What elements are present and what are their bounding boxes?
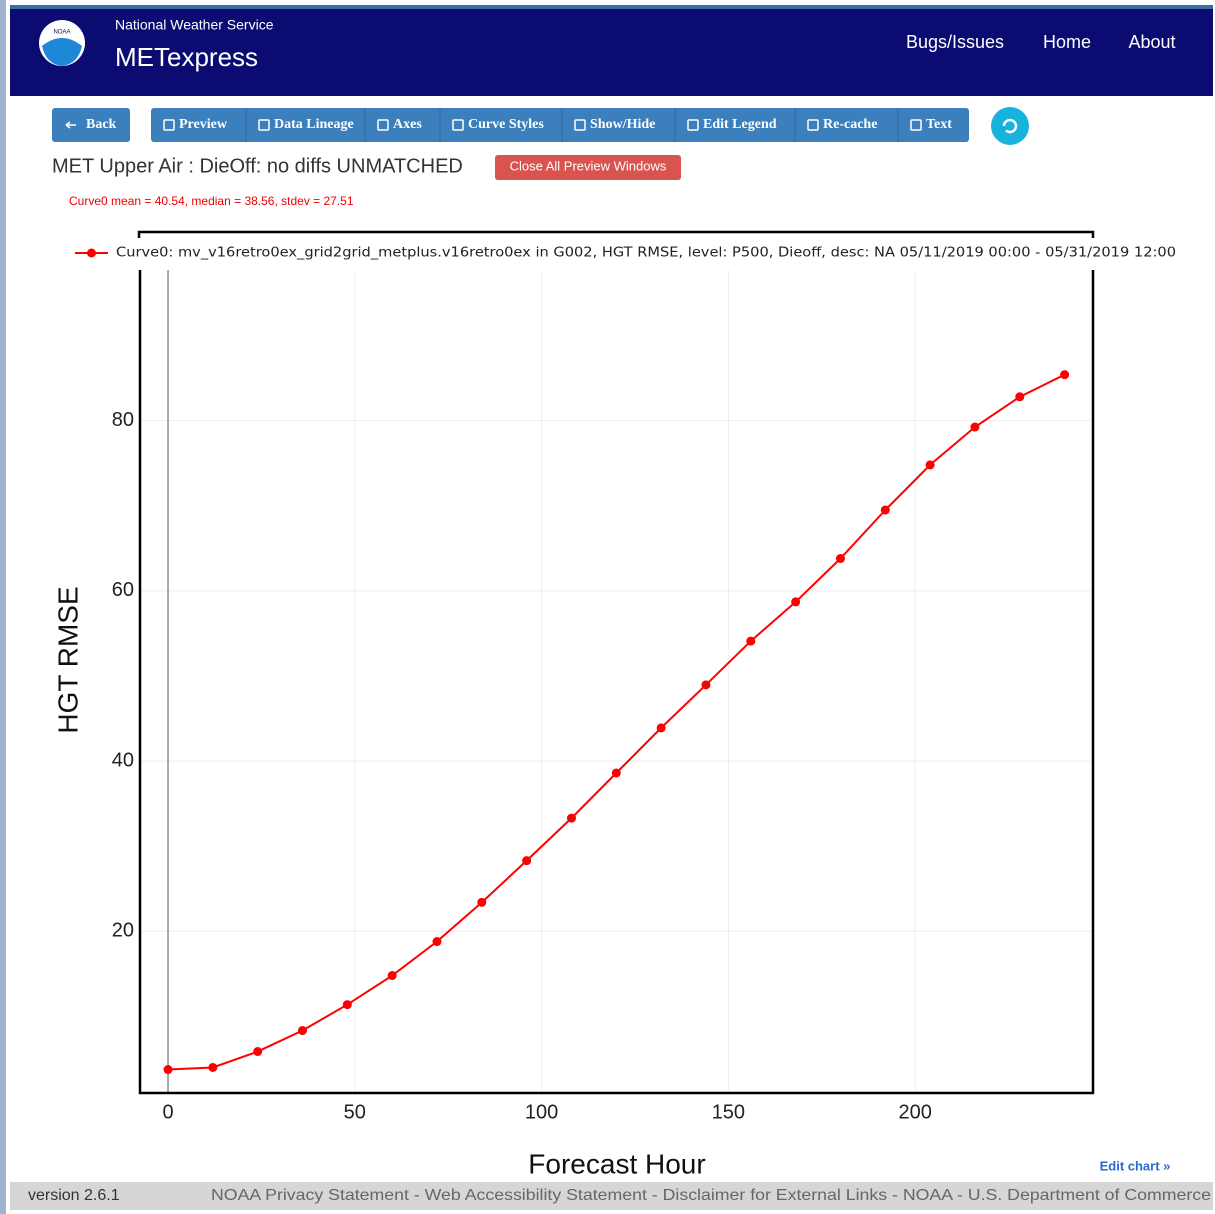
nav-link[interactable]: Home: [1043, 32, 1091, 52]
data-point: [298, 1026, 308, 1036]
logo-wave: [42, 38, 82, 66]
button-icon: [377, 119, 389, 131]
legend-marker: [87, 248, 96, 258]
chart: 20 40 60 80 0 50 100 150 200 Forecast Hour HGT RMS…: [52, 230, 1176, 1179]
data-point: [701, 680, 711, 690]
data-point: [1060, 370, 1070, 380]
x-tick-label: 150: [712, 1101, 745, 1123]
button-icon: [163, 119, 175, 131]
footer-links[interactable]: NOAA Privacy Statement - Web Accessibili…: [211, 1187, 1211, 1204]
data-point: [925, 460, 935, 470]
y-tick-label: 20: [112, 920, 134, 942]
logo-text: NOAA: [53, 30, 70, 36]
back-button[interactable]: [52, 108, 130, 142]
y-axis-title: HGT RMSE: [52, 586, 83, 733]
data-point: [253, 1047, 263, 1057]
data-point: [208, 1062, 218, 1072]
stats-text: Curve0 mean = 40.54, median = 38.56, std…: [69, 194, 354, 208]
y-tick-label: 80: [112, 409, 134, 431]
close-button[interactable]: [495, 155, 681, 180]
data-point: [835, 554, 845, 564]
toolbar: Preview Data Lineage Axes Curve Styles Show/…: [151, 108, 969, 142]
data-point: [387, 971, 397, 981]
version: version 2.6.1: [28, 1187, 120, 1204]
left-edge: [0, 0, 6, 1214]
nav-link[interactable]: Bugs/Issues: [906, 32, 1004, 52]
edit-chart-link[interactable]: Edit chart »: [1100, 1158, 1171, 1173]
refresh-button[interactable]: [991, 107, 1029, 145]
data-point: [477, 897, 487, 907]
refresh-icon: [1002, 118, 1018, 134]
data-point: [163, 1065, 173, 1075]
back-label: Back: [86, 117, 117, 132]
data-point: [791, 597, 801, 607]
x-tick-label: 100: [525, 1101, 558, 1123]
data-point: [970, 422, 980, 432]
toolbar-button[interactable]: Curve Styles: [468, 117, 544, 132]
org-name: National Weather Service: [115, 17, 274, 33]
button-icon: [258, 119, 270, 131]
button-group: [151, 108, 969, 142]
x-tick-label: 0: [162, 1101, 173, 1123]
legend-label: Curve0: mv_v16retro0ex_grid2grid_metplus…: [116, 246, 1176, 261]
y-tick-label: 40: [112, 749, 134, 771]
plot-frame: [137, 230, 1095, 1095]
page-title: MET Upper Air : DieOff: no diffs UNMATCH…: [52, 155, 463, 177]
x-tick-label: 50: [344, 1101, 366, 1123]
top-strip: [10, 5, 1213, 9]
toolbar-button[interactable]: Text: [926, 117, 952, 132]
data-point: [566, 813, 576, 823]
footer: [10, 1182, 1213, 1210]
nav-link[interactable]: About: [1128, 32, 1175, 52]
data-point: [746, 636, 756, 646]
data-point: [342, 1000, 352, 1010]
toolbar-button[interactable]: Axes: [393, 117, 422, 132]
data-point: [880, 505, 890, 515]
x-axis-title: Forecast Hour: [528, 1148, 705, 1179]
y-tick-label: 60: [112, 579, 134, 601]
series-line: [167, 373, 1066, 1071]
toolbar-button[interactable]: Data Lineage: [274, 117, 354, 132]
data-point: [1015, 392, 1025, 402]
button-icon: [807, 119, 819, 131]
toolbar-button[interactable]: Re-cache: [823, 117, 877, 132]
data-point: [522, 856, 532, 866]
button-icon: [574, 119, 586, 131]
toolbar-button[interactable]: Preview: [179, 117, 228, 132]
data-point: [432, 937, 442, 947]
app-name[interactable]: METexpress: [115, 42, 258, 72]
data-point: [611, 768, 621, 778]
close-button-label: Close All Preview Windows: [510, 158, 667, 173]
toolbar-button[interactable]: Edit Legend: [703, 117, 777, 132]
button-icon: [910, 119, 922, 131]
x-tick-label: 200: [898, 1101, 931, 1123]
button-icon: [452, 119, 464, 131]
toolbar-button[interactable]: Show/Hide: [590, 117, 655, 132]
back-icon: [65, 121, 76, 129]
button-icon: [687, 119, 699, 131]
data-point: [656, 723, 666, 733]
navbar: [10, 9, 1213, 96]
